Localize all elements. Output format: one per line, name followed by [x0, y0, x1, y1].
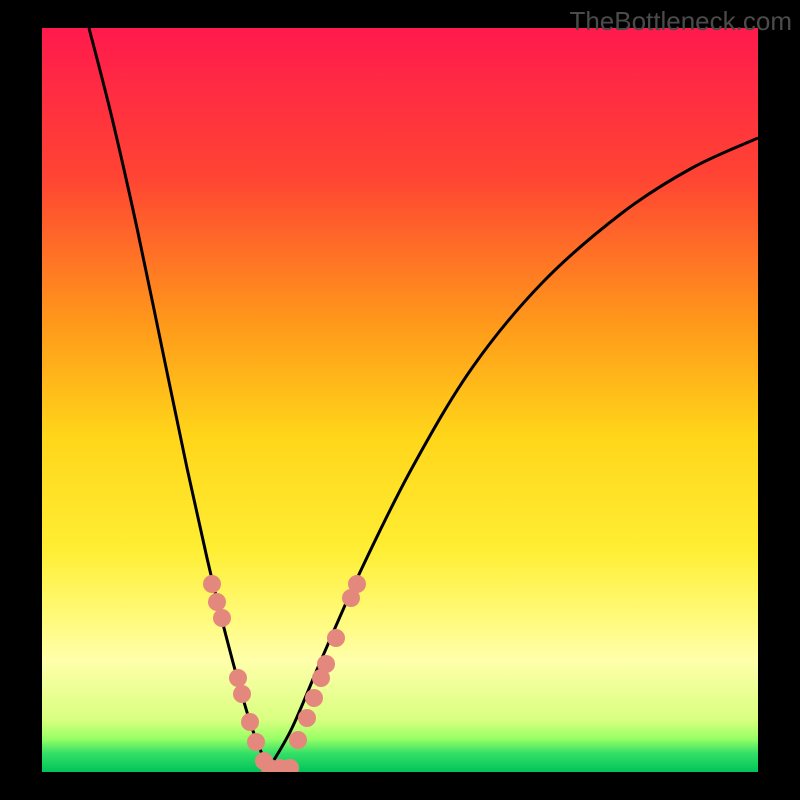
data-marker [213, 609, 231, 627]
data-marker [317, 655, 335, 673]
data-marker [298, 709, 316, 727]
data-marker [241, 713, 259, 731]
data-marker [208, 593, 226, 611]
data-marker [247, 733, 265, 751]
data-marker [327, 629, 345, 647]
data-marker [233, 685, 251, 703]
data-marker [289, 731, 307, 749]
canvas: TheBottleneck.com [0, 0, 800, 800]
data-marker [348, 575, 366, 593]
gradient-background [42, 28, 758, 772]
watermark-text: TheBottleneck.com [569, 6, 792, 37]
plot-area [42, 28, 758, 772]
data-marker [229, 669, 247, 687]
data-marker [203, 575, 221, 593]
data-marker [305, 689, 323, 707]
